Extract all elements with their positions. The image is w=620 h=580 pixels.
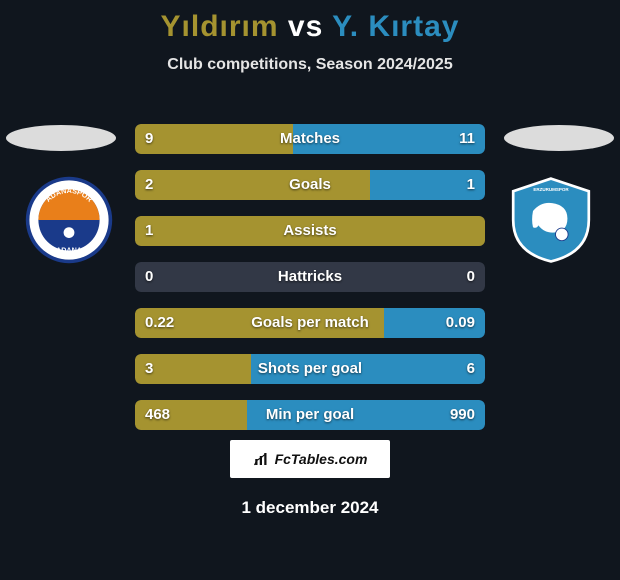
crest-left-ball: [64, 227, 75, 238]
bar-label: Shots per goal: [135, 354, 485, 384]
stat-row: 911Matches: [135, 124, 485, 154]
comparison-title: Yıldırım vs Y. Kırtay: [0, 0, 620, 44]
bar-label: Min per goal: [135, 400, 485, 430]
crest-left-svg: ADANASPOR ADANA: [24, 175, 114, 265]
crest-right-ball: [556, 228, 569, 241]
bar-label: Goals per match: [135, 308, 485, 338]
player-left-name: Yıldırım: [161, 10, 279, 43]
crest-right-svg: ERZURUMSPOR: [506, 175, 596, 265]
player-right-name: Y. Kırtay: [332, 10, 459, 43]
brand-text: FcTables.com: [275, 451, 368, 467]
vs-text: vs: [288, 10, 323, 43]
crest-right-text: ERZURUMSPOR: [533, 187, 569, 192]
stat-row: 21Goals: [135, 170, 485, 200]
stat-row: 00Hattricks: [135, 262, 485, 292]
club-crest-right: ERZURUMSPOR: [506, 175, 596, 265]
stat-row: 0.220.09Goals per match: [135, 308, 485, 338]
bar-label: Goals: [135, 170, 485, 200]
shadow-ellipse-left: [6, 125, 116, 151]
crest-left-text-bottom: ADANA: [56, 245, 82, 254]
club-crest-left: ADANASPOR ADANA: [24, 175, 114, 265]
bar-label: Matches: [135, 124, 485, 154]
bar-label: Assists: [135, 216, 485, 246]
stat-row: 36Shots per goal: [135, 354, 485, 384]
stat-bars: 911Matches 21Goals 1Assists 00Hattricks 0.22…: [135, 124, 485, 446]
shadow-ellipse-right: [504, 125, 614, 151]
date-text: 1 december 2024: [0, 498, 620, 518]
subtitle: Club competitions, Season 2024/2025: [0, 56, 620, 74]
stat-row: 468990Min per goal: [135, 400, 485, 430]
brand-badge[interactable]: FcTables.com: [230, 440, 390, 478]
stat-row: 1Assists: [135, 216, 485, 246]
bar-label: Hattricks: [135, 262, 485, 292]
chart-icon: [253, 450, 271, 468]
